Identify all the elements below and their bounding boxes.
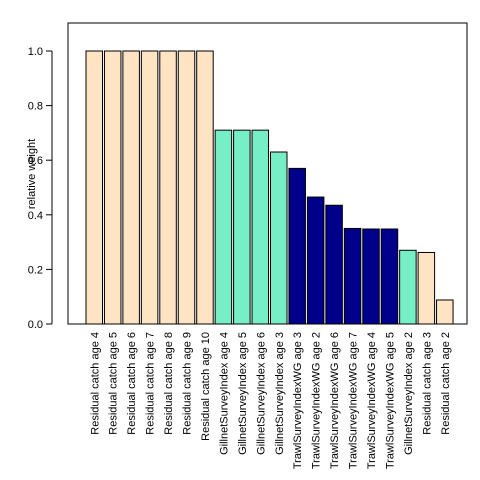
bar <box>159 50 177 325</box>
bar <box>85 50 103 325</box>
category-labels: Residual catch age 4 Residual catch age 5… <box>89 332 452 469</box>
bar <box>436 299 454 325</box>
bar <box>325 204 343 325</box>
bar <box>362 228 380 325</box>
bar <box>343 227 362 325</box>
category-label: TrawlSurveyIndexWG age 4 <box>366 332 378 469</box>
category-label: Residual catch age 9 <box>182 332 194 435</box>
bar <box>417 251 436 325</box>
category-label: GillnetSurveyIndex age 5 <box>237 332 249 455</box>
category-label: TrawlSurveyIndexWG age 7 <box>348 332 360 469</box>
y-tick-label: 0.2 <box>28 264 43 276</box>
bar <box>233 129 251 325</box>
bars-layer <box>85 50 454 325</box>
category-label: GillnetSurveyIndex age 6 <box>255 332 267 455</box>
category-label: Residual catch age 3 <box>421 332 433 435</box>
y-tick-label: 0.0 <box>28 319 43 331</box>
category-label: Residual catch age 2 <box>440 332 452 435</box>
bar <box>288 167 306 325</box>
y-axis-label: relative weight <box>26 139 38 209</box>
category-label: TrawlSurveyIndexWG age 2 <box>311 332 323 469</box>
bar <box>306 196 325 325</box>
bar <box>103 50 122 325</box>
bar <box>399 249 417 325</box>
y-axis: 0.0 0.2 0.4 0.6 0.8 1.0 <box>28 46 53 331</box>
category-label: GillnetSurveyIndex age 4 <box>218 332 230 455</box>
category-label: Residual catch age 6 <box>126 332 138 435</box>
bar <box>214 129 233 325</box>
bar <box>251 129 270 325</box>
category-label: TrawlSurveyIndexWG age 5 <box>384 332 396 469</box>
bar <box>140 50 159 325</box>
category-label: Residual catch age 7 <box>145 332 157 435</box>
y-tick-label: 0.6 <box>28 155 43 167</box>
bar <box>196 50 214 325</box>
y-tick-label: 0.4 <box>28 210 43 222</box>
category-label: Residual catch age 8 <box>163 332 175 435</box>
category-label: Residual catch age 4 <box>89 332 101 435</box>
category-label: GillnetSurveyIndex age 3 <box>274 332 286 455</box>
category-label: TrawlSurveyIndexWG age 6 <box>329 332 341 469</box>
bar <box>270 151 288 325</box>
plot-frame <box>67 22 468 325</box>
bar <box>177 50 196 325</box>
category-label: TrawlSurveyIndexWG age 3 <box>292 332 304 469</box>
bar <box>122 50 140 325</box>
category-label: GillnetSurveyIndex age 2 <box>403 332 415 455</box>
category-label: Residual catch age 10 <box>200 332 212 441</box>
y-tick-label: 0.8 <box>28 101 43 113</box>
category-label: Residual catch age 5 <box>108 332 120 435</box>
y-tick-label: 1.0 <box>28 46 43 58</box>
bar <box>380 228 399 325</box>
